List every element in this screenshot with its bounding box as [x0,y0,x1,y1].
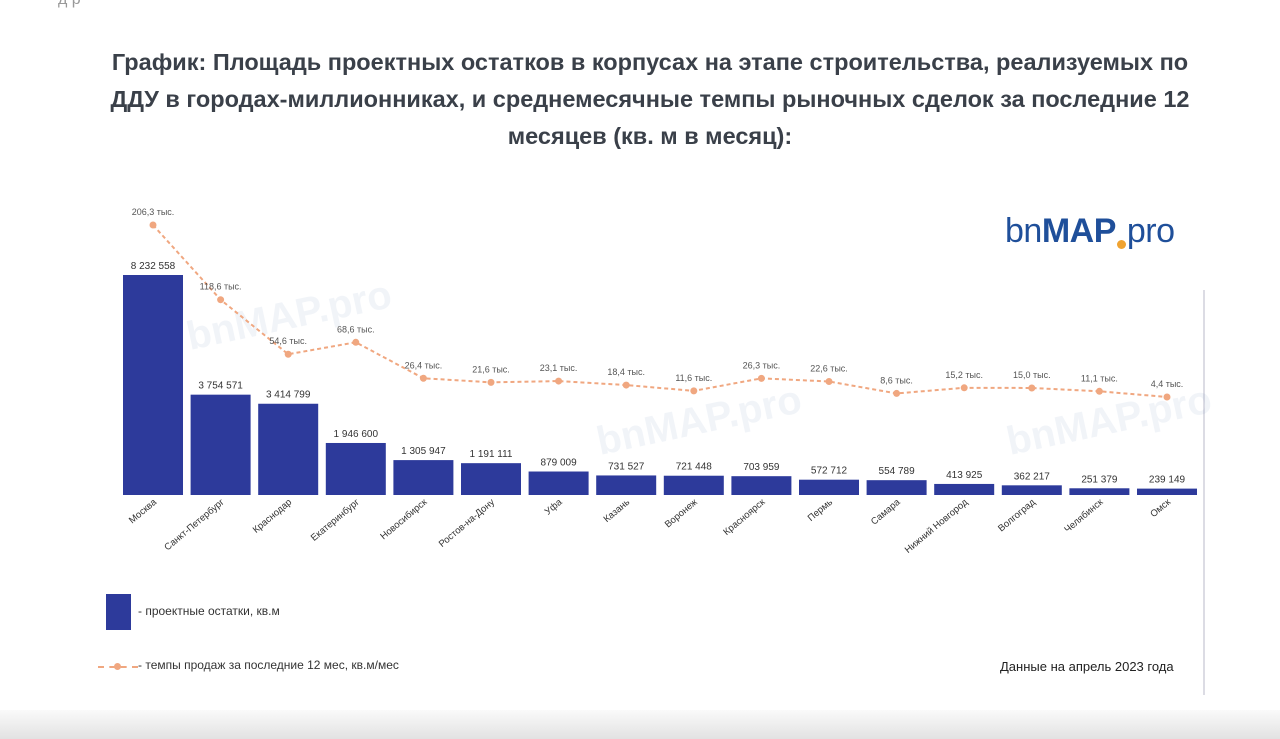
bar-10 [731,476,792,495]
bar-13 [934,483,995,495]
legend-bar-label: - проектные остатки, кв.м [138,604,280,618]
line-point [217,296,225,304]
bar-value-label: 1 191 111 [469,449,512,460]
line-value-label: 22,6 тыс. [810,363,848,373]
line-value-label: 15,2 тыс. [945,370,983,380]
line-value-label: 11,6 тыс. [675,373,712,383]
line-point [825,377,833,385]
line-value-label: 21,6 тыс. [472,364,510,374]
bar-value-label: 572 712 [811,466,848,477]
bar-value-label: 362 217 [1014,471,1051,482]
line-value-label: 68,6 тыс. [337,324,375,334]
line-value-label: 8,6 тыс. [880,375,913,385]
line-point [1095,387,1103,395]
line-point [1028,384,1036,392]
bar-value-label: 731 527 [608,461,645,472]
bar-value-label: 554 789 [879,466,916,477]
bar-9 [663,475,724,495]
bar-15 [1069,488,1130,495]
line-point [487,378,495,386]
legend-line-label: - темпы продаж за последние 12 мес, кв.м… [138,658,399,672]
bar-3 [258,403,319,495]
category-label: Краснодар [251,497,294,536]
category-label: Новосибирск [378,496,430,542]
page-title: График: Площадь проектных остатков в кор… [40,44,1260,155]
bar-value-label: 8 232 558 [131,261,176,272]
line-point [893,389,901,397]
line-value-label: 206,3 тыс. [132,207,175,217]
category-label: Пермь [806,497,835,524]
line-point [149,221,157,229]
category-label: Уфа [543,496,565,517]
bar-5 [393,460,454,495]
line-point [960,384,968,392]
bar-4 [325,442,386,495]
category-label: Москва [127,496,159,526]
line-value-label: 15,0 тыс. [1013,370,1051,380]
line-point [757,374,765,382]
line-value-label: 54,6 тыс. [269,336,307,346]
bar-value-label: 721 448 [676,462,713,473]
bar-value-label: 3 414 799 [266,390,311,401]
title-line-2: ДДУ в городах-миллионниках, и среднемеся… [110,86,1190,112]
legend-line-marker [114,663,121,670]
bar-value-label: 1 305 947 [401,446,446,457]
category-label: Самара [869,496,903,527]
line-point [419,374,427,382]
line-value-label: 11,1 тыс. [1081,373,1118,383]
line-value-label: 26,4 тыс. [405,360,443,370]
category-label: Челябинск [1062,496,1106,535]
line-value-label: 18,4 тыс. [607,367,645,377]
bnmap-logo: bnMAP pro [1005,212,1175,250]
category-label: Красноярск [721,496,768,538]
bar-value-label: 3 754 571 [198,381,243,392]
line-value-label: 23,1 тыс. [540,363,578,373]
bar-value-label: 703 959 [743,462,780,473]
category-label: Волгоград [996,497,1038,535]
legend-bar-swatch [106,594,131,630]
bar-12 [866,480,927,495]
line-point [352,338,360,346]
category-label: Санкт-Петербург [162,497,227,554]
line-value-label: 26,3 тыс. [743,360,781,370]
line-point [555,377,563,385]
bar-1 [123,275,183,495]
bar-value-label: 413 925 [946,470,983,481]
chart-frame-border [1203,290,1205,695]
top-cropped-text: д р [58,0,81,9]
line-point [1163,393,1171,401]
sales-pace-line [152,224,1168,398]
bar-8 [596,475,657,495]
category-label: Казань [602,497,633,525]
page-bottom-fade [0,710,1280,739]
line-point [284,350,292,358]
bar-value-label: 251 379 [1081,474,1118,485]
category-label: Воронеж [663,496,700,530]
bar-6 [461,463,521,495]
line-value-label: 118,6 тыс. [200,282,242,292]
bar-14 [1001,485,1062,495]
line-point [622,381,630,389]
data-date-note: Данные на апрель 2023 года [1000,659,1174,674]
bar-7 [528,471,589,495]
bar-11 [799,479,859,495]
bar-value-label: 879 009 [541,458,578,469]
line-point [690,387,698,395]
category-label: Ростов-на-Дону [437,497,497,550]
watermark-3: bnMAP.pro [1003,377,1216,463]
bar-2 [190,394,251,495]
category-label: Нижний Новгород [903,497,971,556]
title-line-1: График: Площадь проектных остатков в кор… [111,49,1189,75]
bar-16 [1137,488,1197,495]
bar-value-label: 239 149 [1149,475,1186,486]
category-label: Омск [1148,496,1173,520]
line-value-label: 4,4 тыс. [1151,379,1184,389]
category-label: Екатеринбург [309,497,362,544]
bar-value-label: 1 946 600 [334,429,379,440]
title-line-3: месяцев (кв. м в месяц): [507,123,793,149]
